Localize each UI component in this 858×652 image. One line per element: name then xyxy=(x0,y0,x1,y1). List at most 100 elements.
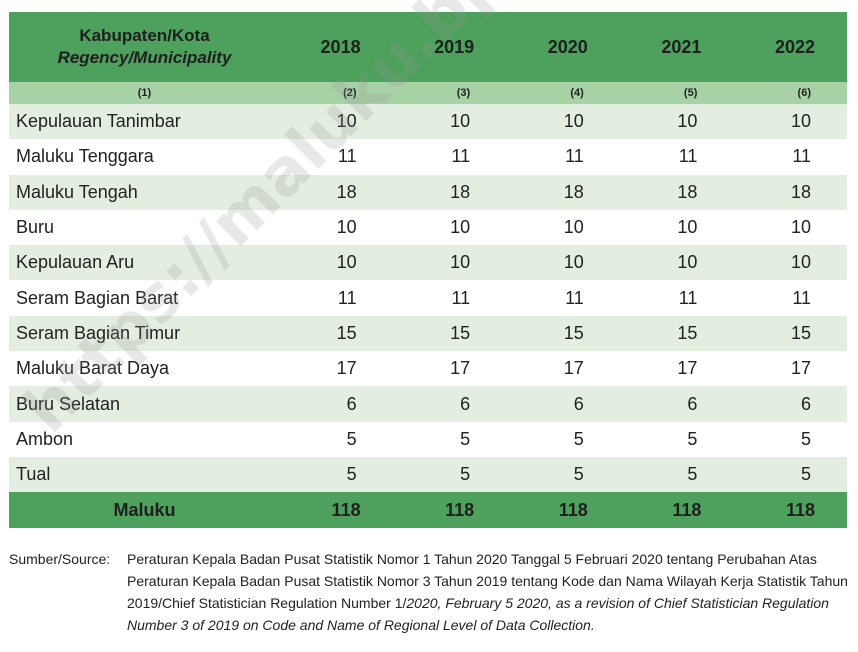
source-label: Sumber/Source: xyxy=(9,551,111,567)
row-value: 11 xyxy=(451,146,471,167)
row-value: 11 xyxy=(337,146,357,167)
row-value: 10 xyxy=(450,111,471,132)
source-text: Peraturan Kepala Badan Pusat Statistik N… xyxy=(127,548,848,636)
header-row: Kabupaten/Kota Regency/Municipality 2018… xyxy=(9,12,847,82)
row-value: 6 xyxy=(573,393,584,414)
row-value: 5 xyxy=(573,464,584,485)
source-line: Number 3 of 2019 on Code and Name of Reg… xyxy=(127,617,595,633)
column-number-row: (1) (2) (3) (4) (5) (6) xyxy=(9,82,847,104)
row-value: 18 xyxy=(336,181,357,202)
column-number: (4) xyxy=(570,87,584,99)
source-line: Peraturan Kepala Badan Pusat Statistik N… xyxy=(127,573,848,589)
row-value: 17 xyxy=(677,358,698,379)
row-value: 10 xyxy=(790,252,811,273)
row-value: 11 xyxy=(792,146,811,167)
row-value: 17 xyxy=(790,358,811,379)
total-value: 118 xyxy=(331,499,361,520)
row-value: 10 xyxy=(450,252,471,273)
table-row: Seram Bagian Barat 11 11 11 11 11 xyxy=(9,280,847,316)
source-line-italic: 2020, February 5 2020, as a revision of … xyxy=(406,595,829,611)
total-value: 118 xyxy=(445,499,475,520)
row-value: 18 xyxy=(790,181,811,202)
table-row: Kepulauan Aru 10 10 10 10 10 xyxy=(9,245,847,281)
row-name: Maluku Barat Daya xyxy=(16,358,170,379)
row-value: 5 xyxy=(573,428,584,449)
table-row: Maluku Barat Daya 17 17 17 17 17 xyxy=(9,351,847,387)
total-row: Maluku 118 118 118 118 118 xyxy=(9,492,847,529)
source-line: 2019/Chief Statistician Regulation Numbe… xyxy=(127,592,847,614)
row-name: Maluku Tengah xyxy=(16,181,138,202)
table-header: Kabupaten/Kota Regency/Municipality 2018… xyxy=(9,12,847,104)
row-value: 10 xyxy=(563,217,584,238)
row-value: 10 xyxy=(336,252,357,273)
total-name: Maluku xyxy=(113,499,176,520)
table-row: Ambon 5 5 5 5 5 xyxy=(9,421,847,457)
header-label-id: Kabupaten/Kota xyxy=(79,26,210,45)
table-row: Tual 5 5 5 5 5 xyxy=(9,456,847,493)
row-value: 11 xyxy=(792,287,811,308)
column-number: (5) xyxy=(683,87,698,99)
header-label-cell: Kabupaten/Kota Regency/Municipality xyxy=(9,12,279,82)
row-value: 11 xyxy=(678,287,698,308)
row-value: 10 xyxy=(336,111,357,132)
row-value: 10 xyxy=(563,252,584,273)
row-name: Kepulauan Aru xyxy=(16,252,135,273)
table-row: Buru Selatan 6 6 6 6 6 xyxy=(9,386,847,422)
source-line-plain: 2019/Chief Statistician Regulation Numbe… xyxy=(127,595,407,611)
row-value: 5 xyxy=(460,464,471,485)
column-number: (6) xyxy=(797,87,811,99)
row-value: 17 xyxy=(450,358,471,379)
row-value: 18 xyxy=(563,181,584,202)
row-name: Tual xyxy=(16,464,51,485)
row-value: 6 xyxy=(687,393,698,414)
column-number: (1) xyxy=(137,87,152,99)
row-value: 11 xyxy=(678,146,698,167)
row-value: 17 xyxy=(336,358,357,379)
row-value: 10 xyxy=(790,111,811,132)
row-value: 10 xyxy=(450,217,471,238)
row-value: 5 xyxy=(800,464,811,485)
row-name: Seram Bagian Barat xyxy=(16,287,179,308)
row-value: 5 xyxy=(800,428,811,449)
row-value: 5 xyxy=(687,428,698,449)
data-table: Kabupaten/Kota Regency/Municipality 2018… xyxy=(9,12,847,529)
row-value: 10 xyxy=(336,217,357,238)
table-row: Buru 10 10 10 10 10 xyxy=(9,209,847,246)
row-value: 10 xyxy=(563,111,584,132)
table-row: Maluku Tengah 18 18 18 18 18 xyxy=(9,174,847,210)
row-value: 15 xyxy=(790,322,811,343)
row-value: 5 xyxy=(346,464,357,485)
total-value: 118 xyxy=(785,499,815,520)
row-value: 11 xyxy=(451,287,471,308)
row-value: 17 xyxy=(563,358,584,379)
row-value: 5 xyxy=(460,428,471,449)
row-value: 10 xyxy=(677,217,698,238)
column-number: (3) xyxy=(456,87,471,99)
row-value: 15 xyxy=(450,322,471,343)
row-value: 6 xyxy=(460,393,471,414)
source-line: Peraturan Kepala Badan Pusat Statistik N… xyxy=(127,551,817,567)
row-value: 18 xyxy=(450,181,471,202)
column-number: (2) xyxy=(343,87,357,99)
row-name: Kepulauan Tanimbar xyxy=(16,111,181,132)
row-value: 11 xyxy=(337,287,357,308)
data-table-container: Kabupaten/Kota Regency/Municipality 2018… xyxy=(9,12,847,529)
row-name: Maluku Tenggara xyxy=(16,146,154,167)
row-value: 5 xyxy=(687,464,698,485)
row-value: 15 xyxy=(677,322,698,343)
header-year-2022: 2022 xyxy=(774,36,815,57)
table-row: Maluku Tenggara 11 11 11 11 11 xyxy=(9,139,847,175)
row-value: 15 xyxy=(563,322,584,343)
row-value: 10 xyxy=(677,252,698,273)
row-value: 10 xyxy=(677,111,698,132)
table-row: Kepulauan Tanimbar 10 10 10 10 10 xyxy=(9,104,847,140)
row-name: Ambon xyxy=(16,428,74,449)
row-value: 18 xyxy=(677,181,698,202)
header-label-en: Regency/Municipality xyxy=(57,48,232,67)
header-year-2021: 2021 xyxy=(661,36,702,57)
row-name: Seram Bagian Timur xyxy=(16,322,181,343)
total-value: 118 xyxy=(558,499,588,520)
table-footer: Maluku 118 118 118 118 118 xyxy=(9,492,847,529)
row-value: 10 xyxy=(790,217,811,238)
row-value: 5 xyxy=(346,428,357,449)
